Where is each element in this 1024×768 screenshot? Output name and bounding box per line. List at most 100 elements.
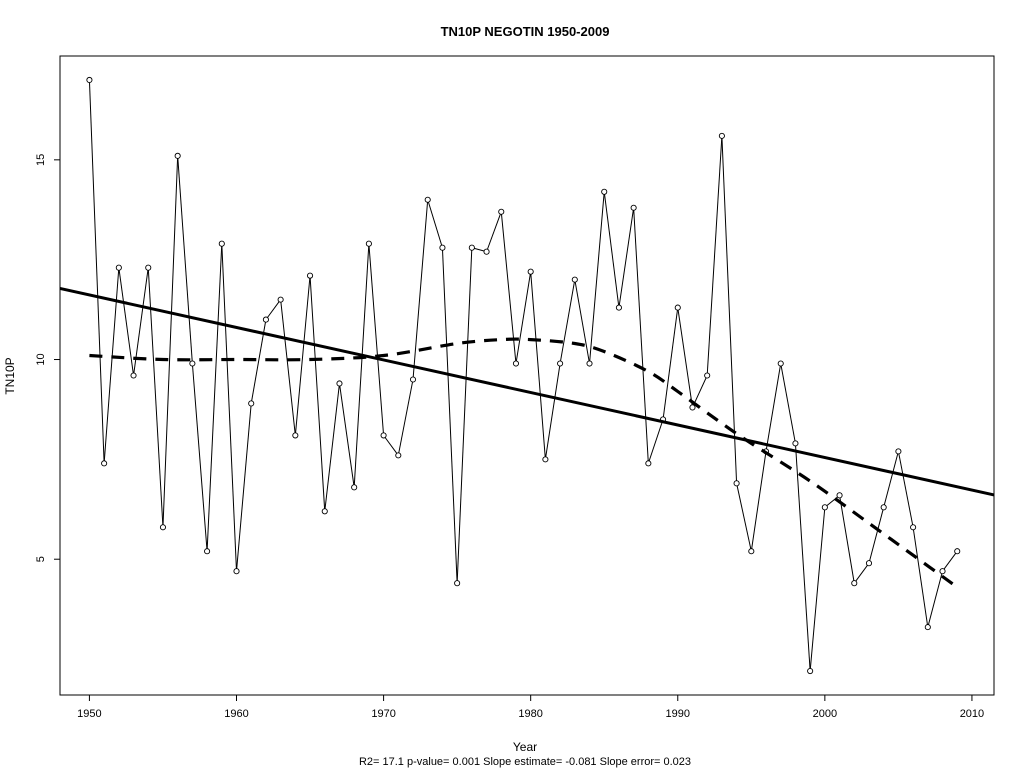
data-point xyxy=(454,580,461,587)
data-point xyxy=(248,400,255,407)
y-tick-label: 5 xyxy=(35,556,47,562)
data-point xyxy=(130,372,137,379)
data-point xyxy=(571,276,578,283)
observed-segment xyxy=(206,246,223,549)
data-point xyxy=(233,568,240,575)
observed-segment xyxy=(765,366,781,449)
observed-segment xyxy=(412,202,429,377)
observed-segment xyxy=(545,366,561,457)
observed-segment xyxy=(89,82,105,461)
data-point xyxy=(748,548,755,555)
observed-segment xyxy=(384,437,398,454)
observed-segment xyxy=(295,278,311,433)
x-tick-label: 1980 xyxy=(518,708,542,720)
smoothed-curve xyxy=(89,337,959,589)
data-point xyxy=(86,76,93,84)
data-point xyxy=(115,264,122,271)
observed-segment xyxy=(309,278,326,509)
data-point xyxy=(777,360,784,367)
data-point xyxy=(586,360,593,367)
x-axis: 1950 1960 1970 1980 1990 2000 2010 xyxy=(77,695,984,720)
observed-segment xyxy=(486,214,501,250)
data-point xyxy=(351,484,358,491)
data-point xyxy=(836,492,843,499)
data-point xyxy=(483,248,490,255)
data-point xyxy=(865,560,873,567)
observed-segment xyxy=(368,246,384,433)
observed-segment xyxy=(560,282,575,362)
data-point xyxy=(704,372,711,379)
observed-segment xyxy=(456,250,473,581)
x-tick-label: 1950 xyxy=(77,708,101,720)
observed-segment xyxy=(883,453,899,505)
observed-segment xyxy=(474,247,485,252)
data-point xyxy=(615,304,622,311)
data-point xyxy=(630,204,637,211)
observed-segment xyxy=(677,310,693,405)
data-point xyxy=(557,360,564,367)
observed-segment xyxy=(442,250,458,581)
observed-segment xyxy=(662,310,678,417)
observed-segment xyxy=(780,365,796,441)
observed-segment xyxy=(809,509,826,669)
observed-segment xyxy=(604,194,620,306)
data-point xyxy=(424,196,431,203)
x-tick-label: 1970 xyxy=(371,708,395,720)
observed-segment xyxy=(912,529,928,625)
series-layer xyxy=(59,76,995,675)
observed-segment xyxy=(839,497,855,581)
x-axis-label: Year xyxy=(513,740,537,754)
data-point xyxy=(292,432,299,439)
y-tick-label: 10 xyxy=(35,353,47,365)
observed-segment xyxy=(736,485,752,549)
trend-line xyxy=(59,286,995,497)
y-axis: 5 10 15 xyxy=(35,154,60,562)
observed-segment xyxy=(118,270,134,373)
data-point xyxy=(674,304,681,311)
data-point xyxy=(512,360,520,367)
data-point xyxy=(851,580,858,587)
observed-segment xyxy=(162,158,179,525)
observed-segment xyxy=(398,381,414,453)
x-tick-label: 2010 xyxy=(960,708,984,720)
observed-segment xyxy=(192,366,208,549)
data-point xyxy=(468,244,475,251)
x-tick-label: 1990 xyxy=(666,708,690,720)
data-point xyxy=(954,548,961,555)
observed-segment xyxy=(693,377,707,406)
observed-segment xyxy=(795,445,811,669)
data-point xyxy=(262,316,269,323)
chart-title: TN10P NEGOTIN 1950-2009 xyxy=(441,24,610,39)
observed-segment xyxy=(267,301,280,318)
observed-segment xyxy=(236,406,252,569)
observed-segment xyxy=(898,453,914,525)
y-axis-label: TN10P xyxy=(3,357,17,394)
data-point xyxy=(895,448,902,455)
x-tick-label: 2000 xyxy=(813,708,837,720)
data-point xyxy=(159,524,167,531)
data-point xyxy=(601,188,608,195)
data-point xyxy=(910,524,917,531)
observed-segment xyxy=(280,302,296,433)
data-point xyxy=(439,244,446,251)
observed-segment xyxy=(177,158,193,361)
observed-segment xyxy=(574,282,590,362)
observed-segment xyxy=(221,246,237,569)
observed-segment xyxy=(751,453,767,549)
data-point xyxy=(277,296,284,303)
data-point xyxy=(145,264,152,271)
observed-segment xyxy=(501,214,517,361)
data-point xyxy=(939,568,946,575)
observed-segment xyxy=(147,270,164,525)
data-point xyxy=(542,456,549,463)
observed-segment xyxy=(515,274,531,362)
data-point xyxy=(409,376,417,383)
observed-segment xyxy=(869,509,884,561)
observed-segment xyxy=(706,138,723,373)
data-point xyxy=(395,452,402,459)
observed-segment xyxy=(855,565,868,582)
data-point xyxy=(733,480,740,487)
data-point xyxy=(527,268,534,275)
observed-segment xyxy=(428,202,443,246)
